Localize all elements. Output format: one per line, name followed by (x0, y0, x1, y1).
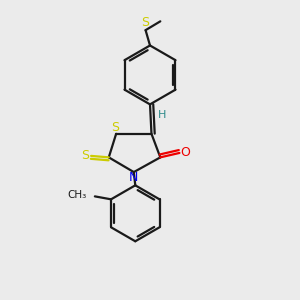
Text: S: S (111, 121, 119, 134)
Text: CH₃: CH₃ (68, 190, 87, 200)
Text: O: O (180, 146, 190, 159)
Text: N: N (129, 171, 139, 184)
Text: S: S (142, 16, 150, 29)
Text: H: H (158, 110, 166, 120)
Text: S: S (81, 149, 89, 162)
